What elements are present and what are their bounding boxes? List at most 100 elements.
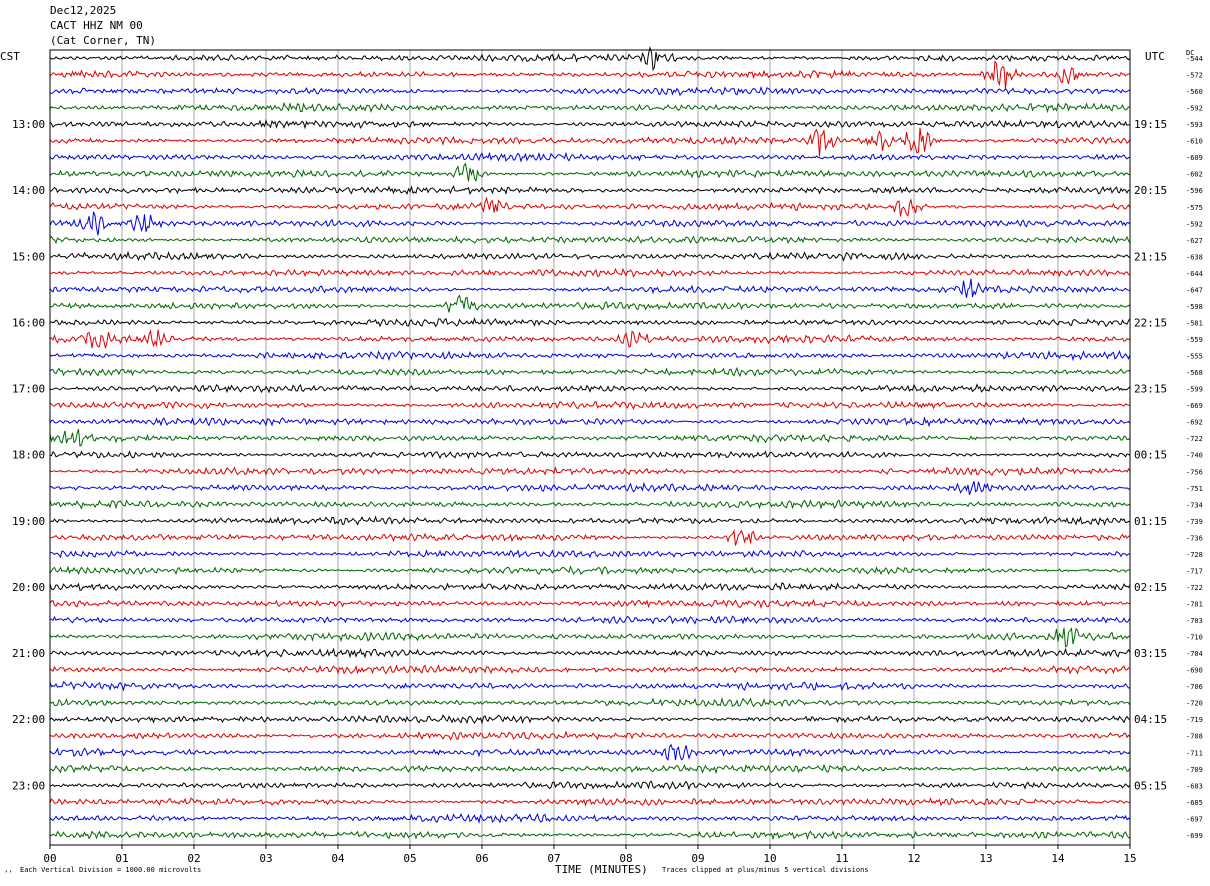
trace-2: [49, 85, 1131, 97]
dc-offset-label: -596: [1186, 187, 1203, 195]
trace-20: [49, 383, 1131, 394]
header-date: Dec12,2025: [50, 4, 117, 17]
x-tick-label: 02: [187, 852, 200, 865]
dc-offset-label: -581: [1186, 319, 1203, 327]
dc-offset-label: -734: [1186, 501, 1203, 509]
x-tick-label: 15: [1123, 852, 1136, 865]
x-tick-label: 06: [475, 852, 488, 865]
trace-33: [49, 598, 1131, 610]
trace-36: [49, 647, 1131, 659]
x-tick-label: 07: [547, 852, 560, 865]
trace-40: [49, 714, 1131, 725]
dc-offset-label: -572: [1186, 72, 1203, 80]
trace-35: [49, 627, 1131, 648]
dc-offset-label: -609: [1186, 154, 1203, 162]
dc-offset-label: -706: [1186, 683, 1203, 691]
dc-offset-label: -751: [1186, 485, 1203, 493]
dc-offset-label: -592: [1186, 105, 1203, 113]
dc-offset-label: -627: [1186, 237, 1203, 245]
dc-column-label: DC: [1186, 49, 1195, 57]
dc-offset-label: -638: [1186, 253, 1203, 261]
dc-offset-label: -722: [1186, 584, 1203, 592]
right-hour-label: 04:15: [1134, 713, 1167, 726]
dc-offset-label: -692: [1186, 419, 1203, 427]
dc-offset-label: -719: [1186, 716, 1203, 724]
dc-offset-label: -685: [1186, 799, 1203, 807]
left-hour-label: 19:00: [12, 515, 45, 528]
right-hour-label: 03:15: [1134, 647, 1167, 660]
trace-28: [49, 515, 1131, 526]
dc-offset-label: -756: [1186, 468, 1203, 476]
dc-offset-label: -599: [1186, 386, 1203, 394]
dc-offset-label: -722: [1186, 435, 1203, 443]
dc-offset-label: -560: [1186, 88, 1203, 96]
trace-6: [49, 151, 1131, 163]
dc-offset-label: -697: [1186, 815, 1203, 823]
dc-offset-label: -644: [1186, 270, 1203, 278]
trace-24: [49, 450, 1131, 460]
trace-12: [49, 250, 1131, 262]
trace-7: [49, 162, 1131, 182]
x-tick-label: 05: [403, 852, 416, 865]
trace-45: [49, 797, 1131, 808]
right-hour-label: 22:15: [1134, 316, 1167, 329]
corner-mark: ’ʼ: [4, 870, 13, 878]
x-tick-label: 12: [907, 852, 920, 865]
right-timezone-label: UTC: [1145, 50, 1165, 63]
dc-offset-label: -592: [1186, 220, 1203, 228]
x-tick-label: 03: [259, 852, 272, 865]
left-hour-label: 17:00: [12, 383, 45, 396]
left-hour-label: 15:00: [12, 250, 45, 263]
trace-42: [49, 743, 1131, 761]
x-tick-label: 00: [43, 852, 56, 865]
dc-offset-label: -740: [1186, 452, 1203, 460]
right-hour-label: 01:15: [1134, 515, 1167, 528]
dc-offset-label: -602: [1186, 171, 1203, 179]
dc-offset-label: -559: [1186, 336, 1203, 344]
dc-offset-label: -704: [1186, 650, 1203, 658]
right-hour-label: 23:15: [1134, 383, 1167, 396]
trace-39: [49, 696, 1131, 708]
trace-44: [49, 780, 1131, 791]
trace-25: [49, 466, 1131, 476]
dc-offset-label: -610: [1186, 138, 1203, 146]
right-hour-label: 02:15: [1134, 581, 1167, 594]
dc-offset-label: -703: [1186, 617, 1203, 625]
scale-note: Each Vertical Division = 1000.00 microvo…: [20, 866, 202, 874]
trace-0: [49, 46, 1131, 72]
trace-1: [49, 60, 1131, 90]
left-hour-label: 22:00: [12, 713, 45, 726]
trace-19: [49, 366, 1131, 378]
clip-note: Traces clipped at plus/minus 5 vertical …: [662, 866, 869, 874]
dc-offset-label: -544: [1186, 55, 1203, 63]
trace-34: [49, 615, 1131, 625]
left-hour-label: 23:00: [12, 779, 45, 792]
x-tick-label: 14: [1051, 852, 1065, 865]
trace-23: [49, 428, 1131, 447]
dc-offset-label: -598: [1186, 303, 1203, 311]
x-tick-label: 04: [331, 852, 345, 865]
trace-27: [49, 499, 1131, 510]
left-hour-labels: 13:00 14:00 15:00 16:00 17:00 18:00 19:00 20:00…: [12, 118, 45, 792]
right-hour-labels: 19:15 20:15 21:15 22:15 23:15 00:15 01:15 02:15…: [1134, 118, 1167, 792]
trace-22: [49, 416, 1131, 428]
trace-26: [49, 481, 1131, 495]
left-hour-label: 18:00: [12, 449, 45, 462]
x-tick-label: 09: [691, 852, 704, 865]
trace-14: [49, 278, 1130, 298]
dc-offset-label: -647: [1186, 286, 1203, 294]
trace-29: [49, 528, 1131, 546]
trace-43: [49, 763, 1131, 775]
trace-8: [50, 185, 1131, 196]
right-hour-label: 05:15: [1134, 779, 1167, 792]
dc-offset-labels: -544 -572 -560 -592 -593 -610 -609 -602 -596 -575…: [1186, 55, 1203, 840]
trace-32: [49, 582, 1131, 592]
x-tick-label: 13: [979, 852, 992, 865]
dc-offset-label: -717: [1186, 567, 1203, 575]
dc-offset-label: -709: [1186, 766, 1203, 774]
right-hour-label: 21:15: [1134, 250, 1167, 263]
dc-offset-label: -568: [1186, 369, 1203, 377]
left-hour-label: 13:00: [12, 118, 45, 131]
left-hour-label: 14:00: [12, 184, 45, 197]
x-axis-ticks: 00 01 02 03 04 05 06 07 08 09 10 11 12 13 14 15: [43, 845, 1137, 865]
